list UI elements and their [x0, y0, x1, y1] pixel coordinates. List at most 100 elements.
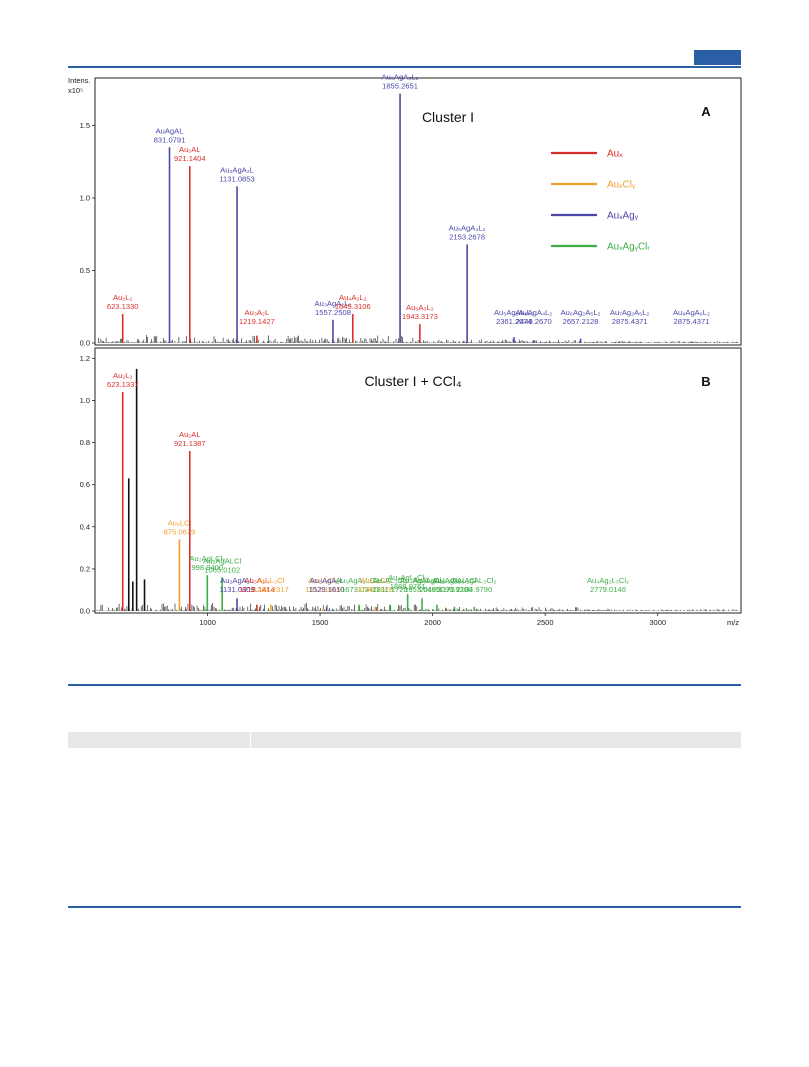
panel-A-ytick-label: 1.5 — [80, 121, 90, 130]
panel-B-peak-label: Au₄AgA₂L₃Cl₂ — [413, 576, 460, 585]
panel-B-peak-label: 1888.9761 — [390, 582, 426, 591]
panel-B-ytick-label: 0.6 — [80, 480, 90, 489]
panel-A-ytick-label: 0.0 — [80, 339, 90, 348]
panel-A-peak-label: AuAgAL — [156, 126, 184, 135]
panel-B-peak-label: Au₅AgAL₃Cl₂ — [452, 576, 496, 585]
mass-spectrum-figure: 0.00.51.01.5Au₂L₂623.1330AuAgAL831.0791A… — [68, 73, 742, 627]
panel-A-letter: A — [701, 104, 711, 119]
panel-A-peak-label: 2361.2074 — [496, 317, 532, 326]
panel-A-peak-label: 2657.2128 — [563, 317, 599, 326]
panel-A-peak-label: 1943.3173 — [402, 312, 438, 321]
panel-B-letter: B — [701, 374, 710, 389]
panel-B-peak-label: 1745.1028 — [357, 585, 393, 594]
panel-B-ytick-label: 0.0 — [80, 607, 90, 616]
panel-A-frame — [94, 77, 742, 346]
panel-B-peak-label: 1131.0809 — [219, 585, 254, 594]
legend-label: AuₓClᵧ — [607, 180, 636, 191]
panel-B-peak-label: Au₂AgLCl₂ — [189, 554, 225, 563]
panel-A-peak-label: 831.0791 — [154, 135, 186, 144]
table-header-band — [68, 732, 741, 748]
panel-A-peak-label: 2875.4371 — [612, 317, 648, 326]
panel-B-peak-label: Au₃L₃Cl — [257, 576, 284, 585]
panel-A-peak-label: Au₈AgA₆L₂ — [673, 308, 710, 317]
panel-A-peak-label: Au₅AgA₄L₂ — [449, 223, 486, 232]
panel-B-peak-label: Au₄L₃Cl₂ — [308, 576, 338, 585]
panel-A-peak-label: 623.1330 — [107, 302, 139, 311]
panel-B-peak-label: 1281.2317 — [253, 585, 289, 594]
panel-B-peak-label: 1219.1414 — [239, 585, 275, 594]
panel-A-peak-label: Au₂AgA₂L — [220, 165, 254, 174]
panel-A-ytick-label: 1.0 — [80, 194, 90, 203]
panel-B-peak-label: 2184.9790 — [456, 585, 492, 594]
section-rule-lower — [68, 906, 741, 908]
panel-A-peak-label: 1645.3106 — [335, 302, 371, 311]
legend-label: Auₓ — [607, 149, 623, 160]
panel-A-peak-label: Au₆Ag₂A₅L₂ — [561, 308, 601, 317]
panel-B-peak-label: Au₂AgALCl — [203, 556, 241, 565]
panel-A-peak-label: Au₆AgA₄L₂ — [515, 308, 552, 317]
panel-A-ytick-label: 0.5 — [80, 266, 90, 275]
panel-B-peak-label: 1953.0465 — [404, 585, 440, 594]
panel-B-peak-label: Au₄AgAL₃Cl₂ — [400, 576, 444, 585]
panel-B-peak-label: Au₄AL₃Cl₃ — [373, 576, 408, 585]
xtick-label: 2500 — [537, 618, 554, 627]
panel-A-peak-label: Au₄A₂L₂ — [339, 293, 367, 302]
y-axis-label: Intens. — [68, 76, 91, 85]
panel-B-frame — [94, 347, 742, 614]
panel-B-peak-label: Au₄AgL₃Cl₂ — [388, 573, 427, 582]
panel-A-peak-label: 921.1404 — [174, 154, 206, 163]
panel-A-peak-label: Au₂L₂ — [113, 293, 132, 302]
panel-B-peak-label: Au₃AgA₂L — [310, 576, 344, 585]
panel-A-peak-label: Au₅Ag₂A₄L₂ — [494, 308, 534, 317]
xtick-label: 1000 — [199, 618, 216, 627]
panel-B-peak-label: 875.0679 — [164, 527, 196, 536]
panel-B-peak-label: 1065.0102 — [204, 565, 240, 574]
xtick-label: 1500 — [312, 618, 329, 627]
panel-A-peak-label: Au₃AgA₂L₂ — [315, 299, 352, 308]
panel-A-peak-label: Au₄AgA₃L₂ — [382, 73, 419, 82]
panel-B-peak-label: 623.1337 — [107, 380, 139, 389]
panel-B-ytick-label: 0.2 — [80, 564, 90, 573]
panel-A-peak-label: Au₂AL — [179, 145, 201, 154]
panel-A-peak-label: 2153.2678 — [449, 232, 485, 241]
panel-B-peak-label: Au₄Ag₂AL₂Cl — [432, 576, 476, 585]
panel-B-ytick-label: 0.4 — [80, 522, 90, 531]
xtick-label: 3000 — [649, 618, 666, 627]
panel-A-baseline-noise — [96, 335, 739, 343]
panel-A-peak-label: 1855.2651 — [382, 82, 418, 91]
x-axis-label: m/z — [727, 618, 739, 627]
xtick-label: 2000 — [424, 618, 441, 627]
panel-A-peak-label: 1557.2508 — [315, 308, 351, 317]
table-header-divider — [250, 732, 251, 748]
panel-A-title: Cluster I — [422, 109, 474, 125]
panel-B-peak-label: Au₅L₃Cl₂ — [360, 576, 390, 585]
panel-B-peak-label: 1673.0347 — [341, 585, 377, 594]
panel-B-ytick-label: 1.2 — [80, 354, 90, 363]
panel-A-peak-label: Au₇Ag₂A₅L₂ — [610, 308, 649, 317]
panel-B-peak-label: 2096.9200 — [436, 585, 472, 594]
panel-A-peak-label: 2449.2670 — [516, 317, 552, 326]
panel-A-peak-label: 1131.0853 — [219, 174, 254, 183]
panel-B-peak-label: Au₂L₂ — [113, 371, 132, 380]
header-tab — [694, 50, 741, 65]
panel-B-title: Cluster I + CCl₄ — [364, 373, 461, 389]
panel-B-peak-label: 921.1387 — [174, 439, 206, 448]
panel-B-peak-label: 1811.1720 — [372, 585, 407, 594]
legend-label: AuₓAgᵧClᵣ — [607, 242, 650, 253]
panel-B-ytick-label: 0.8 — [80, 438, 90, 447]
panel-B-peak-label: Au₃AgA₂LClH — [336, 576, 383, 585]
panel-B-peak-label: 1529.1610 — [309, 585, 345, 594]
panel-B-peak-label: Au₂AL — [179, 430, 201, 439]
y-axis-scale-label: x10⁵ — [68, 86, 83, 95]
panel-B-peak-label: Au₂LCl — [168, 518, 192, 527]
panel-B-peak-label: 998.9400 — [191, 563, 223, 572]
panel-B-peak-label: Au₂AgA₂L — [220, 576, 254, 585]
header-rule — [68, 66, 741, 68]
panel-B-baseline-noise — [96, 602, 739, 611]
section-rule-upper — [68, 684, 741, 686]
panel-B-peak-label: Au₃A₂L — [245, 576, 270, 585]
panel-B-peak-label: 1513.1669 — [305, 585, 341, 594]
panel-A-peak-label: 2875.4371 — [674, 317, 710, 326]
legend-label: AuₓAgᵧ — [607, 211, 639, 222]
panel-B-peak-label: 2779.0146 — [590, 585, 626, 594]
